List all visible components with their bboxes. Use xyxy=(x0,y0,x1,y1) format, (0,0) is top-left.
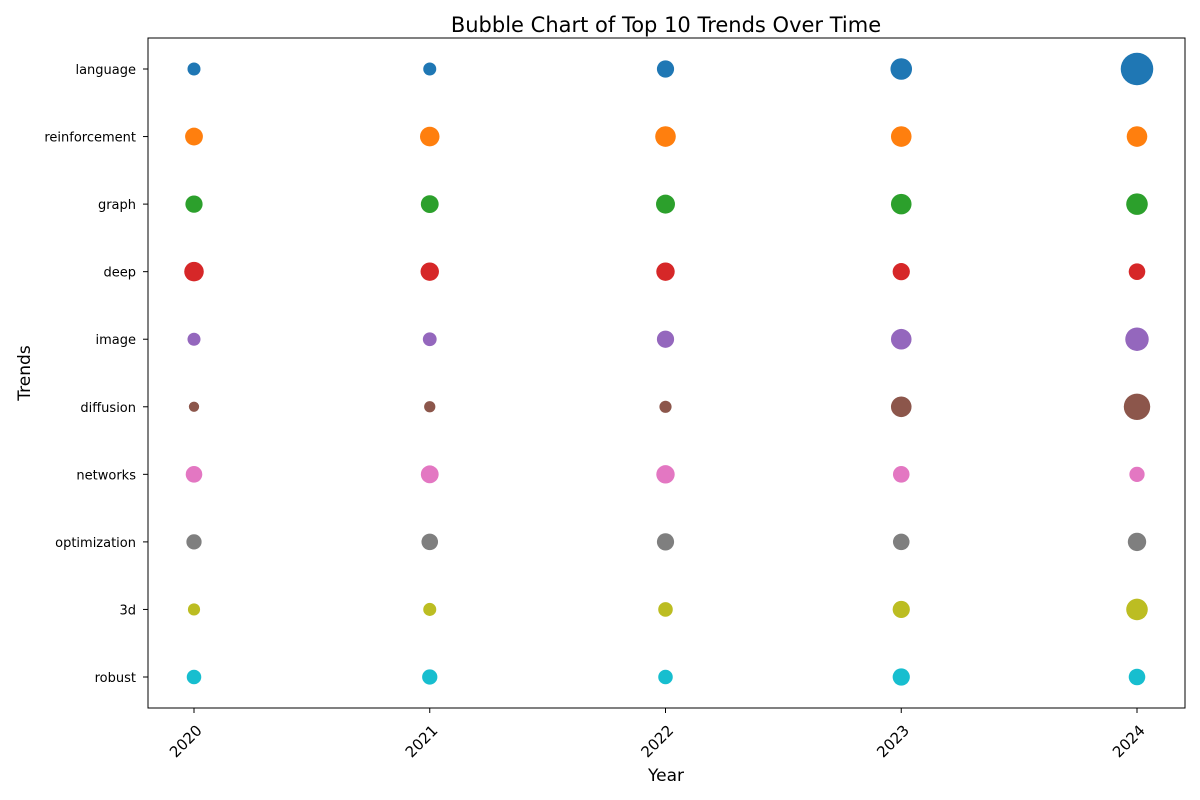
bubble-diffusion-2020 xyxy=(188,401,200,412)
bubble-graph-2022 xyxy=(656,194,675,214)
bubble-robust-2020 xyxy=(186,669,202,685)
bubble-diffusion-2022 xyxy=(659,400,672,413)
x-tick-label: 2022 xyxy=(637,721,677,761)
bubble-language-2020 xyxy=(187,62,201,76)
bubble-deep-2023 xyxy=(892,263,910,281)
x-tick-label: 2021 xyxy=(402,721,442,761)
x-tick-label: 2023 xyxy=(873,721,913,761)
bubble-3d-2022 xyxy=(658,602,673,617)
bubble-networks-2021 xyxy=(420,465,439,484)
bubble-reinforcement-2020 xyxy=(185,127,203,146)
bubble-image-2022 xyxy=(656,330,675,348)
bubble-optimization-2020 xyxy=(186,534,202,550)
y-tick-label: diffusion xyxy=(80,401,136,416)
bubble-reinforcement-2024 xyxy=(1126,126,1148,147)
bubble-deep-2024 xyxy=(1128,263,1146,280)
x-tick-label: 2024 xyxy=(1109,721,1149,761)
y-tick-label: reinforcement xyxy=(44,131,136,146)
bubble-graph-2023 xyxy=(890,193,912,215)
bubble-networks-2024 xyxy=(1129,466,1145,482)
bubble-robust-2024 xyxy=(1128,668,1146,686)
bubble-reinforcement-2023 xyxy=(890,126,912,147)
bubble-deep-2022 xyxy=(656,262,675,281)
bubble-3d-2020 xyxy=(187,603,201,616)
bubble-image-2023 xyxy=(890,328,912,350)
y-tick-label: deep xyxy=(104,266,137,281)
bubble-optimization-2021 xyxy=(421,533,439,551)
bubble-language-2024 xyxy=(1120,52,1154,86)
bubble-networks-2022 xyxy=(656,465,675,484)
y-tick-label: networks xyxy=(76,468,136,483)
y-tick-label: language xyxy=(75,63,136,78)
plot-frame xyxy=(147,37,1186,709)
bubble-image-2021 xyxy=(422,332,437,347)
y-tick-label: optimization xyxy=(55,536,136,551)
bubble-robust-2023 xyxy=(892,668,910,686)
bubble-image-2020 xyxy=(187,332,201,346)
bubble-3d-2023 xyxy=(892,600,910,619)
bubble-deep-2020 xyxy=(184,261,204,282)
bubble-diffusion-2024 xyxy=(1123,393,1151,420)
bubble-3d-2024 xyxy=(1126,598,1148,621)
chart-title: Bubble Chart of Top 10 Trends Over Time xyxy=(451,13,881,37)
bubble-optimization-2023 xyxy=(892,533,910,551)
bubble-networks-2020 xyxy=(185,466,203,483)
y-tick-label: graph xyxy=(98,198,136,213)
bubble-image-2024 xyxy=(1125,327,1149,351)
bubble-robust-2021 xyxy=(422,669,438,685)
y-tick-label: robust xyxy=(95,671,136,686)
bubble-graph-2024 xyxy=(1126,193,1148,215)
x-axis-label: Year xyxy=(647,766,684,786)
bubble-graph-2020 xyxy=(185,195,203,213)
bubble-language-2022 xyxy=(656,60,675,78)
bubble-language-2021 xyxy=(423,62,437,76)
bubble-networks-2023 xyxy=(892,466,910,483)
bubble-graph-2021 xyxy=(420,195,439,214)
bubble-optimization-2024 xyxy=(1127,532,1147,552)
bubble-deep-2021 xyxy=(420,262,439,281)
bubble-diffusion-2021 xyxy=(424,401,436,413)
bubble-optimization-2022 xyxy=(656,533,675,551)
y-axis-label: Trends xyxy=(15,345,35,402)
bubble-reinforcement-2021 xyxy=(419,126,440,147)
x-tick-label: 2020 xyxy=(166,721,206,761)
y-tick-label: 3d xyxy=(119,603,136,618)
bubble-language-2023 xyxy=(890,58,913,80)
bubble-diffusion-2023 xyxy=(890,396,912,418)
bubble-reinforcement-2022 xyxy=(655,126,676,147)
bubble-robust-2022 xyxy=(658,669,673,685)
bubble-3d-2021 xyxy=(423,602,437,616)
y-tick-label: image xyxy=(96,333,137,348)
